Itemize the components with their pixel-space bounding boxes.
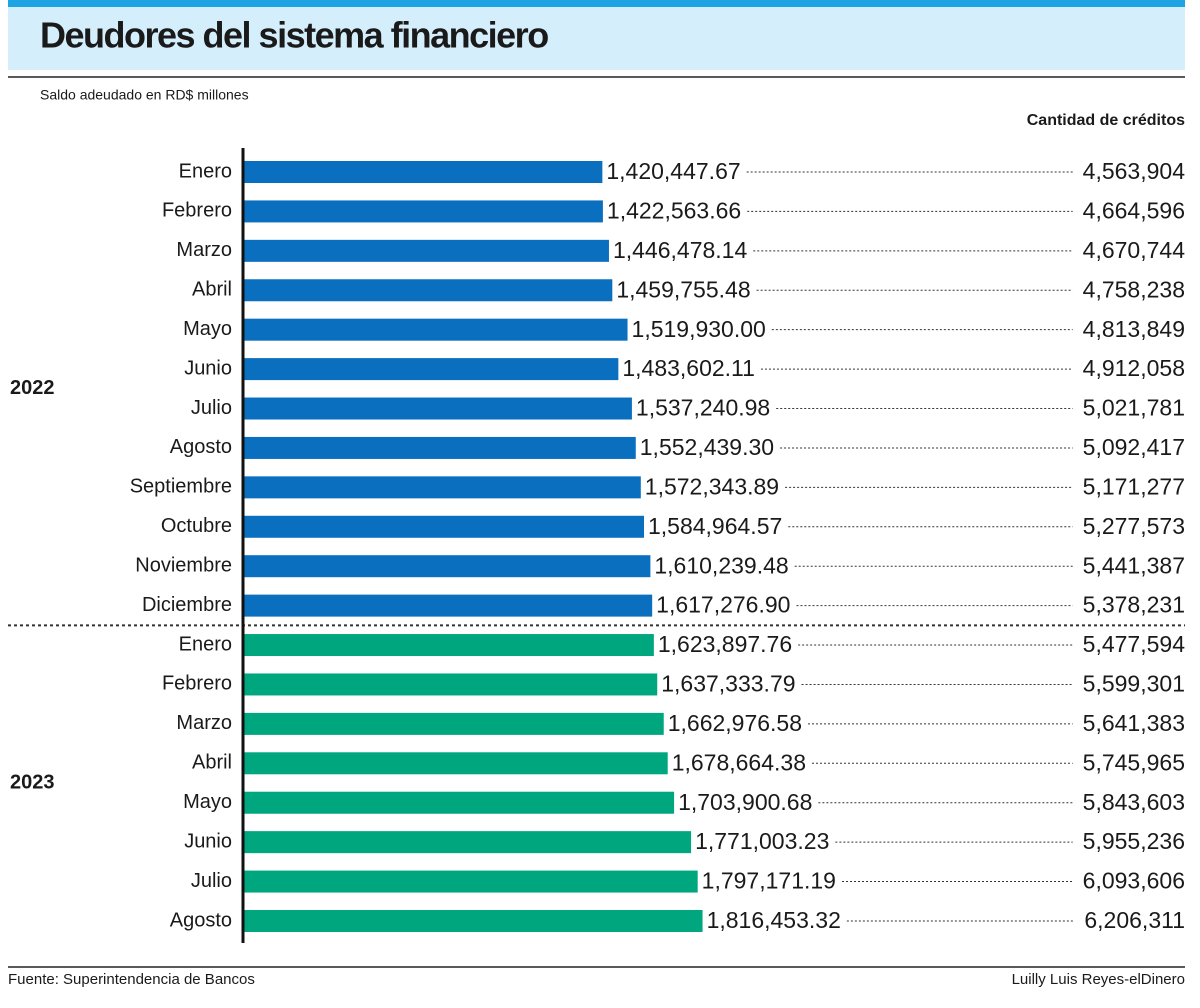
category-label: Julio xyxy=(191,397,232,419)
bar xyxy=(243,870,698,893)
bar xyxy=(243,515,644,538)
bar xyxy=(243,279,613,302)
credit-label: 5,092,417 xyxy=(1083,434,1185,460)
bar xyxy=(243,712,664,735)
category-label: Septiembre xyxy=(130,476,232,498)
category-label: Junio xyxy=(184,357,232,379)
credit-label: 4,670,744 xyxy=(1083,237,1186,263)
title-rule xyxy=(8,0,1185,7)
bar xyxy=(243,673,658,696)
bar xyxy=(243,436,636,459)
value-label: 1,771,003.23 xyxy=(695,828,829,854)
credit-label: 4,563,904 xyxy=(1083,158,1186,184)
value-label: 1,610,239.48 xyxy=(654,552,788,578)
credit-label: 5,745,965 xyxy=(1083,749,1185,775)
credit-label: 5,378,231 xyxy=(1083,592,1185,618)
category-label: Mayo xyxy=(183,791,232,813)
bar xyxy=(243,634,654,657)
credit-label: 4,758,238 xyxy=(1083,276,1185,302)
category-label: Octubre xyxy=(161,515,232,537)
category-label: Enero xyxy=(179,633,232,655)
category-label: Abril xyxy=(192,752,232,774)
group-label: 2023 xyxy=(10,771,55,793)
value-label: 1,446,478.14 xyxy=(613,237,748,263)
value-label: 1,519,930.00 xyxy=(632,316,766,342)
bar xyxy=(243,909,703,932)
source: Fuente: Superintendencia de Bancos xyxy=(8,971,255,988)
bar xyxy=(243,200,603,223)
bar xyxy=(243,358,619,381)
bar xyxy=(243,594,653,617)
bar xyxy=(243,476,641,499)
column-header: Cantidad de créditos xyxy=(1027,112,1185,129)
bar xyxy=(243,239,609,262)
credit-label: 5,641,383 xyxy=(1083,710,1185,736)
credit: Luilly Luis Reyes-elDinero xyxy=(1012,971,1185,988)
chart-title: Deudores del sistema financiero xyxy=(40,15,548,56)
value-label: 1,703,900.68 xyxy=(678,789,812,815)
title-band xyxy=(8,0,1185,70)
bar xyxy=(243,555,651,578)
credit-label: 5,477,594 xyxy=(1083,631,1186,657)
category-label: Diciembre xyxy=(142,594,232,616)
category-label: Febrero xyxy=(162,200,232,222)
value-label: 1,459,755.48 xyxy=(616,276,750,302)
credit-label: 5,021,781 xyxy=(1083,395,1185,421)
bar xyxy=(243,318,628,341)
credit-label: 5,441,387 xyxy=(1083,552,1185,578)
bar xyxy=(243,397,632,420)
credit-label: 4,813,849 xyxy=(1083,316,1185,342)
bar xyxy=(243,791,675,814)
value-label: 1,552,439.30 xyxy=(640,434,774,460)
value-label: 1,623,897.76 xyxy=(658,631,792,657)
credit-label: 5,843,603 xyxy=(1083,789,1185,815)
category-label: Agosto xyxy=(170,436,232,458)
credit-label: 6,206,311 xyxy=(1084,907,1185,933)
group-label: 2022 xyxy=(10,377,55,399)
credit-label: 5,599,301 xyxy=(1083,671,1185,697)
credit-label: 4,664,596 xyxy=(1083,197,1185,223)
value-label: 1,483,602.11 xyxy=(622,355,755,381)
category-label: Febrero xyxy=(162,673,232,695)
category-label: Junio xyxy=(184,830,232,852)
value-label: 1,662,976.58 xyxy=(668,710,802,736)
bar xyxy=(243,831,692,854)
credit-label: 6,093,606 xyxy=(1083,868,1185,894)
value-label: 1,422,563.66 xyxy=(607,197,741,223)
value-label: 1,617,276.90 xyxy=(656,592,790,618)
category-label: Noviembre xyxy=(135,554,232,576)
category-label: Marzo xyxy=(176,239,232,261)
value-label: 1,816,453.32 xyxy=(707,907,841,933)
subtitle: Saldo adeudado en RD$ millones xyxy=(40,87,249,103)
category-label: Marzo xyxy=(176,712,232,734)
bar xyxy=(243,752,668,775)
bar xyxy=(243,161,603,183)
value-label: 1,797,171.19 xyxy=(702,868,836,894)
category-label: Enero xyxy=(179,160,232,182)
value-label: 1,572,343.89 xyxy=(645,473,779,499)
value-label: 1,678,664.38 xyxy=(672,749,806,775)
category-label: Agosto xyxy=(170,909,232,931)
credit-label: 5,277,573 xyxy=(1083,513,1185,539)
value-label: 1,537,240.98 xyxy=(636,395,770,421)
value-label: 1,584,964.57 xyxy=(648,513,782,539)
value-label: 1,420,447.67 xyxy=(606,158,740,184)
category-label: Abril xyxy=(192,279,232,301)
category-label: Julio xyxy=(191,870,232,892)
value-label: 1,637,333.79 xyxy=(661,671,795,697)
category-label: Mayo xyxy=(183,318,232,340)
credit-label: 4,912,058 xyxy=(1083,355,1185,381)
credit-label: 5,171,277 xyxy=(1083,473,1185,499)
credit-label: 5,955,236 xyxy=(1083,828,1185,854)
